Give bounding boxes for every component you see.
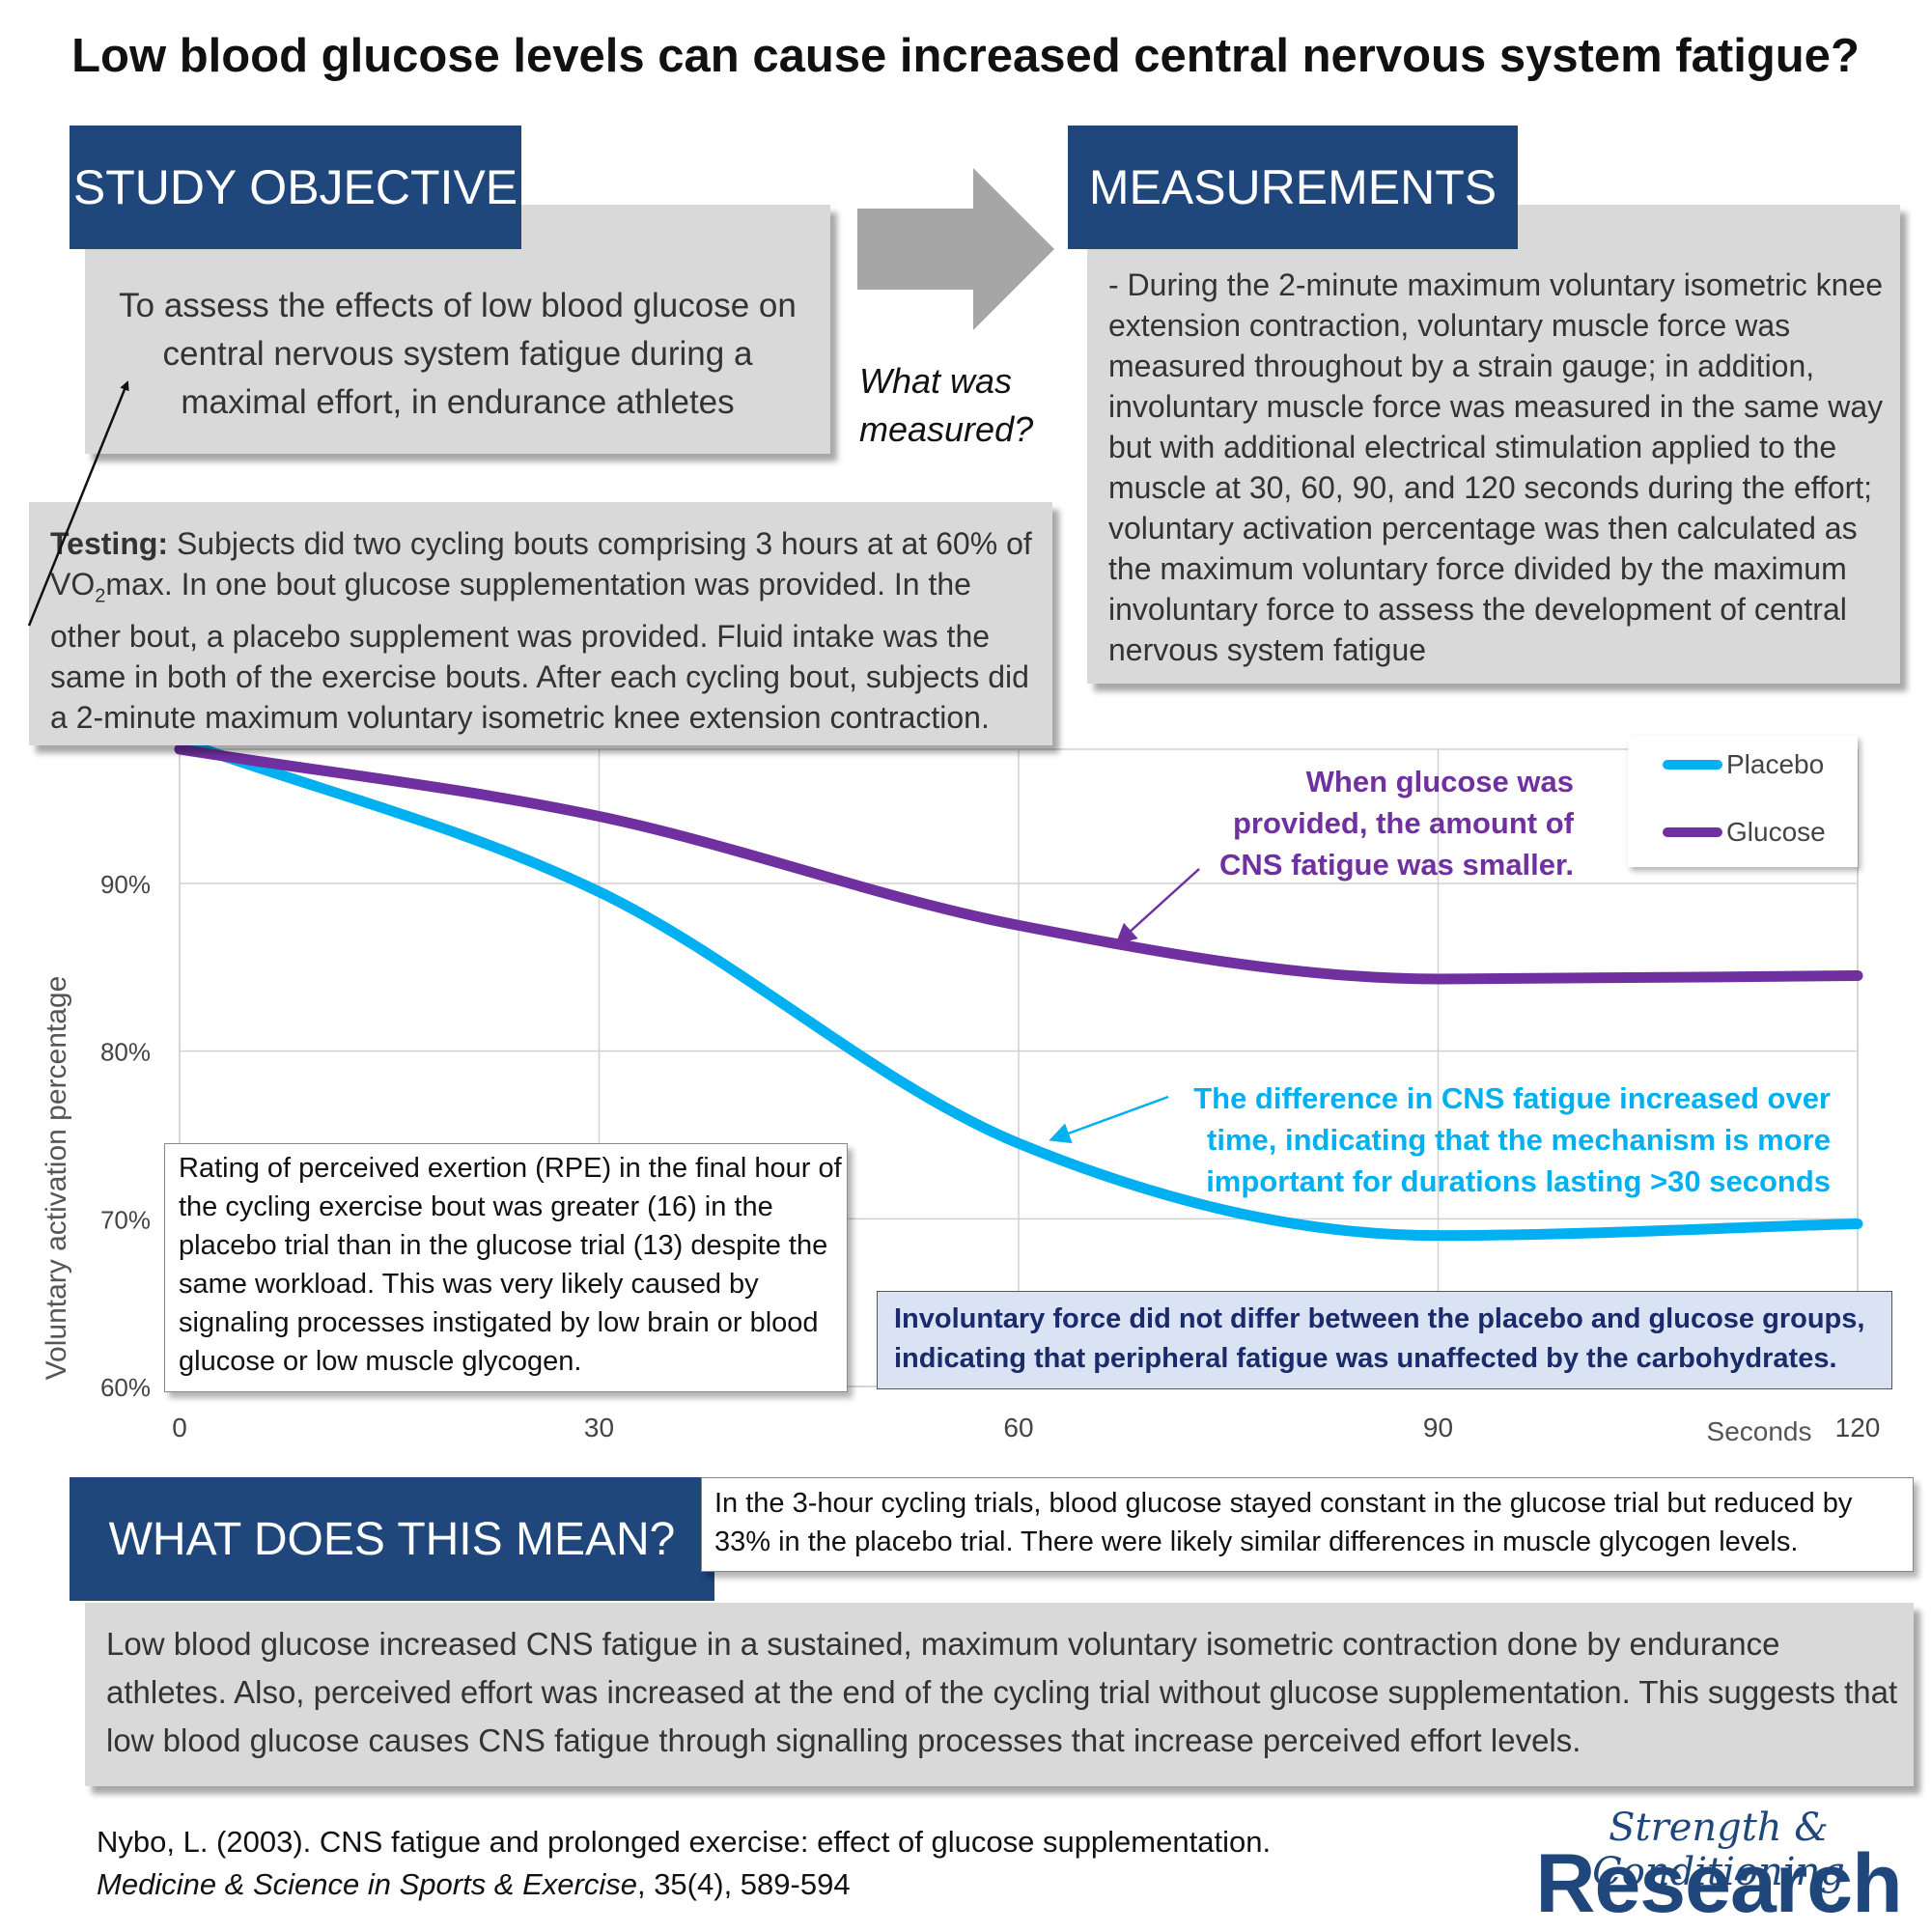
legend-item-glucose: Glucose [1663, 817, 1826, 848]
x-tick-label: 120 [1835, 1413, 1881, 1442]
testing-panel [29, 502, 1052, 745]
brand-tagline: Strength & Conditioning [1592, 1806, 1845, 1894]
testing-text-b: max. In one bout glucose supplementation… [50, 567, 1029, 736]
difference-callout: The difference in CNS fatigue increased … [1193, 1081, 1831, 1198]
citation-line2: Medicine & Science in Sports & Exercise,… [97, 1863, 1487, 1906]
legend-label-glucose: Glucose [1726, 817, 1826, 847]
testing-text: Testing: Subjects did two cycling bouts … [50, 523, 1045, 738]
y-tick-label: 90% [100, 870, 151, 899]
glucose-callout-arrow [1115, 868, 1200, 945]
brand-logo: Research [1535, 1837, 1902, 1930]
legend-swatch-placebo [1663, 760, 1722, 770]
y-tick-label: 70% [100, 1205, 151, 1234]
legend-item-placebo: Placebo [1663, 749, 1824, 780]
x-tick-label: 0 [172, 1413, 187, 1442]
x-tick-label: 30 [584, 1413, 614, 1442]
rpe-callout-text: Rating of perceived exertion (RPE) in th… [179, 1153, 842, 1377]
chart-legend: Placebo Glucose [1628, 736, 1858, 867]
objective-text: To assess the effects of low blood gluco… [119, 287, 797, 421]
citation: Nybo, L. (2003). CNS fatigue and prolong… [97, 1821, 1487, 1906]
arrow-label: What was measured? [859, 361, 1034, 449]
measurements-text: - During the 2-minute maximum voluntary … [1108, 267, 1884, 667]
testing-to-objective-arrow [27, 380, 129, 627]
series-line-glucose [174, 743, 1863, 985]
meaning-text: Low blood glucose increased CNS fatigue … [106, 1626, 1898, 1758]
page-title: Low blood glucose levels can cause incre… [71, 30, 1860, 82]
series-line-placebo [174, 735, 1863, 1242]
y-tick-label: 80% [100, 1038, 151, 1067]
x-axis-label: Seconds [1707, 1416, 1812, 1446]
rpe-callout-box [164, 1143, 848, 1392]
legend-swatch-glucose [1663, 827, 1722, 837]
difference-callout-arrow [1049, 1095, 1169, 1144]
legend-label-placebo: Placebo [1726, 749, 1825, 779]
objective-header: STUDY OBJECTIVE [70, 126, 521, 249]
y-tick-label: 60% [100, 1373, 151, 1402]
x-tick-label: 90 [1423, 1413, 1453, 1442]
measurements-panel [1087, 205, 1900, 684]
testing-subscript: 2 [95, 585, 106, 607]
citation-rest: , 35(4), 589-594 [636, 1867, 851, 1901]
glucose-callout: When glucose was provided, the amount of… [1219, 765, 1574, 882]
right-arrow-icon [857, 168, 1054, 330]
testing-text-a: Subjects did two cycling bouts comprisin… [50, 526, 1032, 602]
involuntary-callout-text: Involuntary force did not differ between… [894, 1303, 1865, 1374]
meaning-panel [85, 1603, 1914, 1786]
measurements-header: MEASUREMENTS [1068, 126, 1518, 249]
testing-label: Testing: [50, 526, 169, 561]
meaning-header: WHAT DOES THIS MEAN? [70, 1477, 714, 1601]
x-tick-label: 60 [1003, 1413, 1033, 1442]
involuntary-callout-box [877, 1291, 1892, 1389]
meaning-note-box [701, 1477, 1914, 1572]
meaning-note: In the 3-hour cycling trials, blood gluc… [714, 1488, 1853, 1557]
citation-journal: Medicine & Science in Sports & Exercise [97, 1867, 637, 1901]
citation-line1: Nybo, L. (2003). CNS fatigue and prolong… [97, 1825, 1272, 1859]
